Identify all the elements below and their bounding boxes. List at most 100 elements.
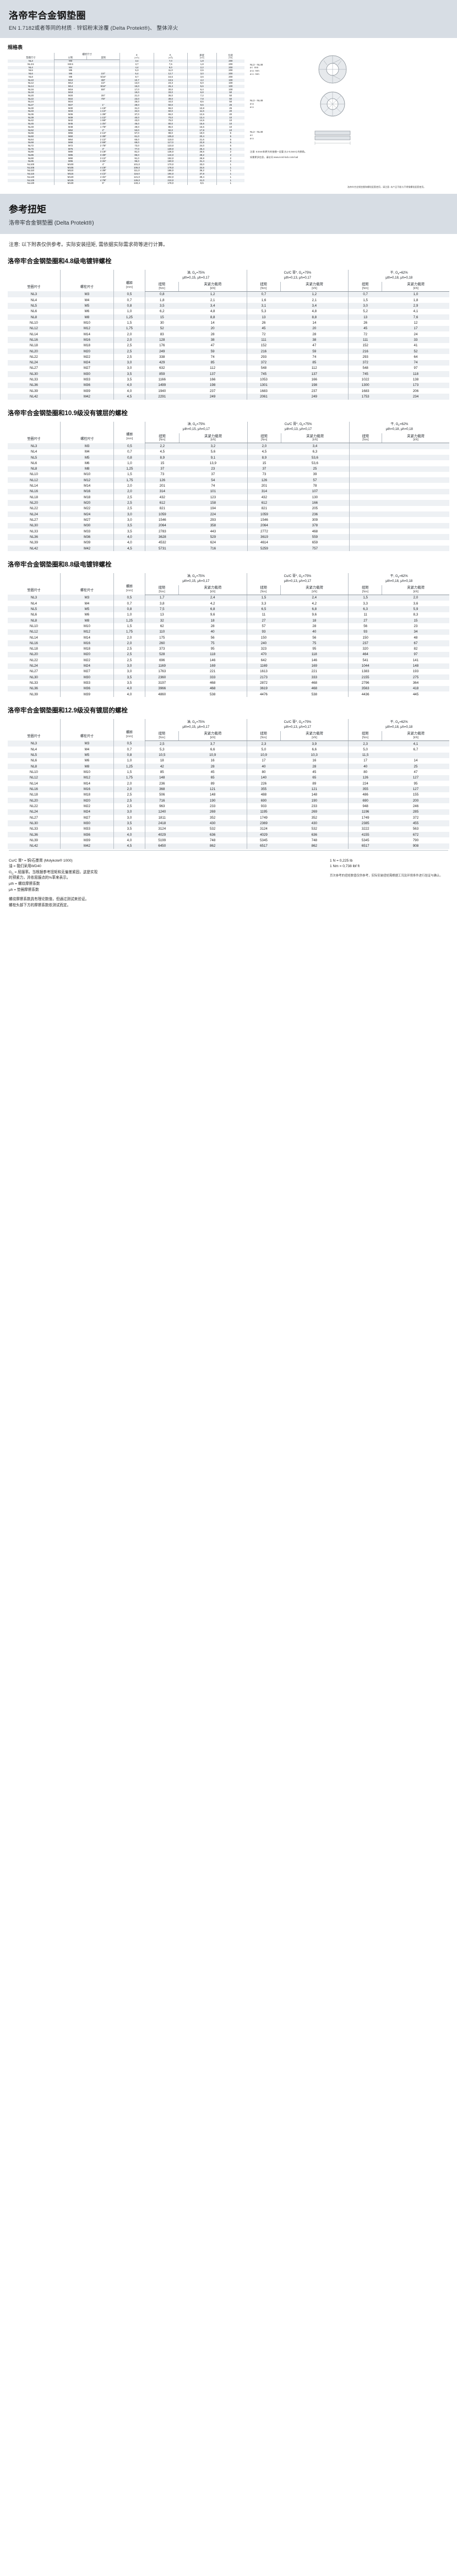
spec-cell: 4 3/4" (100, 175, 106, 178)
torque-cell: 59 (312, 349, 317, 353)
torque-cell: 2155 (348, 674, 382, 680)
footnote-muh: μh = 垫圈摩擦系数 (9, 887, 39, 892)
spec-cell: NL52 (28, 128, 34, 132)
torque-cell: 173 (412, 383, 419, 388)
torque-cell: NL4 (30, 601, 37, 606)
torque-cell: NL8 (30, 618, 37, 623)
torque-cell: 333 (311, 675, 317, 679)
torque-cell: 45 (210, 770, 215, 775)
torque-cell: 373 (144, 646, 179, 652)
torque-table-row: NL24 M24 3,0 1059 224 1059 236 (8, 511, 449, 518)
torque-cell: 5,3 (246, 308, 281, 315)
torque-cell: M18 (59, 646, 114, 652)
tq-cond-0: 油, GF=75% μth=0,15, μh=0,17 (144, 270, 247, 282)
spec-cell: 2 7/8" (100, 144, 106, 147)
spec-cell: 24,0 (187, 144, 217, 148)
torque-cell: 6,5 (246, 606, 281, 612)
torque-cell: 95 (414, 781, 418, 786)
torque-cell: 249 (311, 395, 317, 399)
torque-cell: 15 (247, 460, 281, 466)
torque-cell: 13 (246, 314, 281, 320)
tq-cond-1: Cu/C 膏*, GF=75% μth=0,13, μh=0,17 (246, 573, 349, 585)
spec-cell: M120 (53, 176, 87, 179)
torque-cell: 5,2 (348, 308, 382, 315)
torque-header-banner: 参考扭矩 洛帝牢合金钢垫圈 (Delta Protekt®) (0, 194, 457, 235)
torque-table-section: 洛帝牢合金钢垫圈和12.9级没有镀层的螺栓 垫圈尺寸 螺栓尺寸 螺距 [mm] 油, GF… (0, 698, 457, 849)
torque-cell: M16 (59, 640, 114, 646)
torque-cell: 4,5 (247, 449, 281, 455)
spec-cell: M48 (53, 126, 87, 129)
torque-cell: 24 (414, 332, 418, 336)
spec-cell: 14,6 (187, 119, 217, 123)
torque-cell: 372 (412, 815, 419, 820)
torque-cell: M3 (59, 595, 114, 601)
torque-cell: M27 (59, 365, 114, 372)
torque-cell: 8,8 (210, 315, 215, 319)
torque-cell: 314 (145, 488, 179, 495)
torque-cell: NL12 (30, 326, 38, 331)
spec-cell: 200 (216, 66, 244, 69)
torque-cell: 333 (209, 675, 216, 679)
torque-cell: 963 (144, 803, 179, 809)
torque-cell: 10,9 (246, 752, 281, 758)
torque-table-row: NL36 M36 4,0 4029 636 4029 636 4155 672 (8, 831, 449, 838)
spec-table-row: NL80 M80 3 1/8" 81,0 136,0 26,6 2 (8, 151, 244, 154)
torque-cell: 249 (144, 348, 179, 355)
torque-cell: 5345 (348, 837, 382, 843)
torque-cell: 13 (144, 612, 179, 618)
torque-table-row: NL10 M10 1,5 73 37 73 39 (8, 471, 449, 478)
torque-cell: 138 (412, 378, 419, 382)
spec-cell: 210,0 (153, 179, 188, 182)
torque-cell (382, 534, 449, 540)
spec-cell: 1,8 (187, 59, 217, 63)
torque-subtitle: 洛帝牢合金钢垫圈 (Delta Protekt®) (9, 220, 94, 227)
torque-cell: M4 (60, 449, 114, 455)
footnote-gf: GG = 屈服率。当根据参考扭矩和无偏差紧固，这是实现 (9, 870, 98, 875)
torque-cell: 95 (312, 647, 317, 651)
spec-cell: M64 (53, 138, 87, 141)
torque-cell: 57 (313, 478, 317, 482)
torque-table-row: NL30 M30 3,5 2064 358 2064 378 (8, 522, 449, 529)
spec-cell: NL130 (27, 182, 35, 185)
torque-cell: 5731 (145, 545, 179, 552)
torque-cell: 93 (246, 629, 281, 635)
torque-table-row: NL36 M36 4,0 1499 198 1301 198 1300 173 (8, 382, 449, 389)
spec-cell: 36,2 (187, 170, 217, 173)
torque-cell: 2,5 (113, 646, 145, 652)
spec-table-row: NL105 M105 4 1/8" 106,0 178,0 34,6 1 (8, 166, 244, 170)
torque-cell: 123 (210, 495, 216, 499)
spec-cell: 2,6 (187, 69, 217, 73)
torque-cell: M33 (60, 528, 114, 535)
spec-cell: 116,0 (119, 172, 154, 176)
spec-cell: 7,0 (153, 59, 188, 63)
spec-cell: 1 1/8" (100, 106, 106, 110)
torque-cell: 0,8 (144, 291, 179, 298)
torque-cell: 821 (247, 505, 281, 512)
torque-cell: 4155 (348, 831, 382, 838)
torque-cell: 269 (209, 810, 216, 814)
torque-cell: 3124 (246, 826, 281, 832)
torque-cell: M5 (59, 606, 114, 612)
torque-cell: NL39 (30, 541, 38, 545)
torque-table-row: NL4 M4 0,7 5,3 6,6 5,0 6,6 5,0 6,7 (8, 747, 449, 753)
torque-cell: 2,3 (348, 740, 382, 747)
spec-table-row: NL3.5 M3.5 3,7 7,6 1,8 200 (8, 63, 244, 67)
spec-cell: 98,0 (153, 132, 188, 135)
tq-col-torque-0: 扭矩 [Nm] (144, 281, 179, 292)
spec-cell: M68 (53, 141, 87, 145)
torque-cell: 28 (210, 764, 215, 769)
spec-table-body: NL3 M3 3,4 7,0 1,8 200 NL3.5 M3.5 3,7 7,6 1,8 200 NL… (8, 59, 244, 186)
spec-cell: NL80 (28, 150, 34, 154)
spec-cell: NL95 (28, 160, 34, 163)
torque-cell: 4,1 (413, 742, 418, 746)
spec-cell: 50 (216, 94, 244, 98)
torque-cell: NL12 (30, 776, 38, 780)
torque-cell: 2,5 (113, 348, 145, 355)
torque-cell: 4,0 (113, 382, 145, 389)
footnote-oil: 油 = 我们采用WD40 (9, 864, 41, 869)
spec-cell: 10,8 (187, 107, 217, 110)
spec-cell: 3 1/8" (100, 150, 106, 154)
torque-cell: 73 (145, 471, 179, 478)
torque-cell: 323 (246, 646, 281, 652)
spec-table-row: NL39 M39 1 1/2" 40,0 70,0 13,4 10 (8, 116, 244, 119)
